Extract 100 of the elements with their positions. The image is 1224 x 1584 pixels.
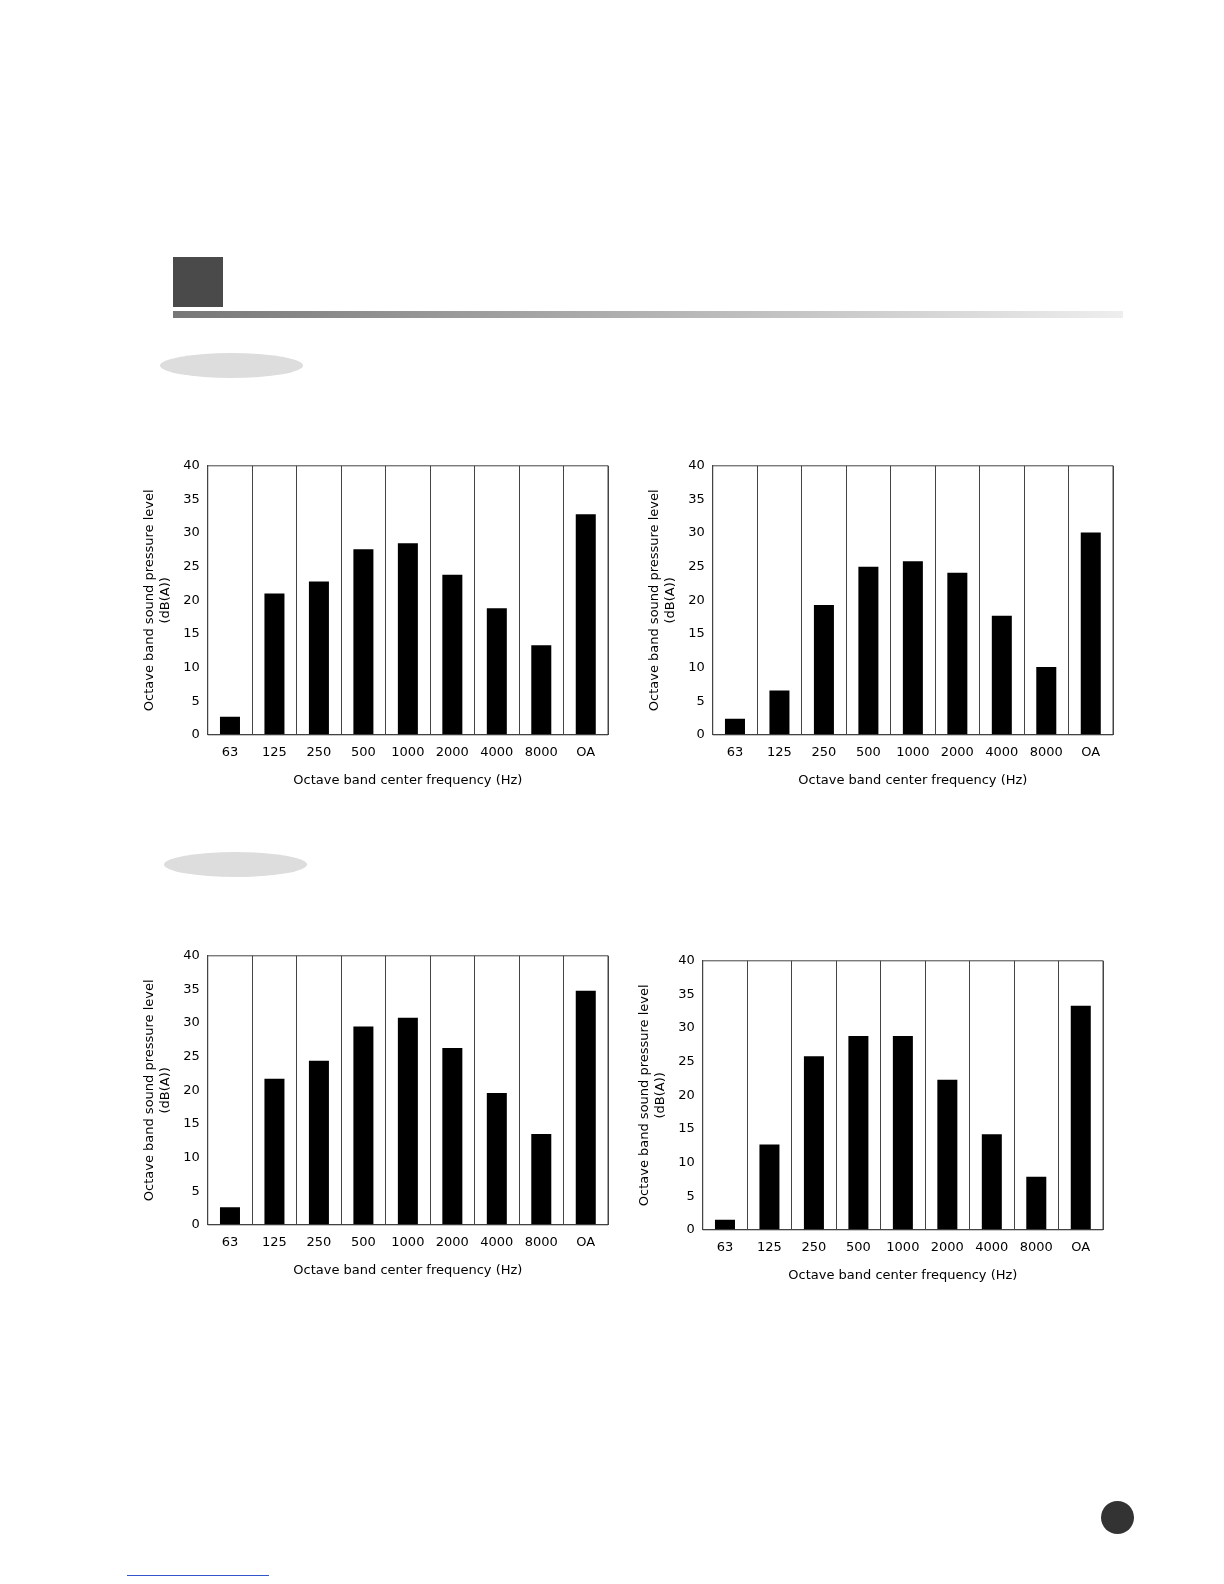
bar <box>308 581 329 735</box>
y-tick-label: 5 <box>191 1182 200 1198</box>
y-tick-label: 5 <box>696 692 705 708</box>
bar <box>759 1144 780 1230</box>
y-axis-title: Octave band sound pressure level (dB(A)) <box>646 489 677 712</box>
bar <box>531 645 552 735</box>
y-tick-label: 40 <box>678 952 695 968</box>
bar <box>575 990 596 1225</box>
y-tick-label: 15 <box>183 625 200 641</box>
x-tick-label: 250 <box>801 1238 827 1254</box>
x-tick-label: 125 <box>757 1238 782 1254</box>
y-tick-label: 5 <box>686 1187 695 1203</box>
bar <box>442 574 463 735</box>
bar <box>397 1017 418 1225</box>
y-axis-title: Octave band sound pressure level (dB(A)) <box>141 979 172 1202</box>
y-tick-label: 0 <box>191 1216 200 1232</box>
y-tick-label: 20 <box>183 591 200 607</box>
y-tick-label: 15 <box>688 625 705 641</box>
x-axis-title: Octave band center frequency (Hz) <box>798 771 1028 787</box>
x-tick-label: 1000 <box>391 1233 425 1249</box>
x-tick-label: 8000 <box>524 1233 558 1249</box>
bar <box>353 549 374 735</box>
bar <box>902 561 923 735</box>
x-tick-label: 125 <box>262 1233 287 1249</box>
y-tick-label: 0 <box>191 726 200 742</box>
x-tick-label: OA <box>576 1233 596 1249</box>
bar <box>531 1134 552 1225</box>
x-tick-label: 4000 <box>480 1233 514 1249</box>
y-tick-label: 5 <box>191 692 200 708</box>
bar <box>937 1079 958 1230</box>
y-axis-title: Octave band sound pressure level (dB(A)) <box>141 489 172 712</box>
bar <box>353 1026 374 1225</box>
x-tick-label: OA <box>576 743 596 759</box>
y-tick-label: 20 <box>688 591 705 607</box>
y-tick-label: 30 <box>183 524 200 540</box>
y-tick-label: 35 <box>183 980 200 996</box>
y-tick-label: 30 <box>183 1014 200 1030</box>
y-tick-label: 20 <box>183 1081 200 1097</box>
bar <box>769 690 790 735</box>
x-tick-label: 63 <box>726 743 744 759</box>
bar <box>264 1078 285 1225</box>
y-tick-label: 30 <box>688 524 705 540</box>
x-tick-label: 8000 <box>524 743 558 759</box>
y-tick-label: 10 <box>688 658 705 674</box>
x-tick-label: 125 <box>767 743 792 759</box>
x-tick-label: OA <box>1081 743 1101 759</box>
x-tick-label: 2000 <box>930 1238 964 1254</box>
bar <box>892 1036 913 1230</box>
y-tick-label: 30 <box>678 1019 695 1035</box>
x-axis-title: Octave band center frequency (Hz) <box>293 1261 523 1277</box>
x-tick-label: 2000 <box>435 743 469 759</box>
x-tick-label: 250 <box>306 743 332 759</box>
bar <box>397 543 418 735</box>
y-tick-label: 25 <box>183 1048 200 1064</box>
x-tick-label: 500 <box>855 743 881 759</box>
y-tick-label: 25 <box>183 558 200 574</box>
y-tick-label: 40 <box>183 947 200 963</box>
bar <box>1070 1005 1091 1230</box>
bar <box>858 566 879 735</box>
x-tick-label: OA <box>1071 1238 1091 1254</box>
y-tick-label: 10 <box>183 658 200 674</box>
x-axis-title: Octave band center frequency (Hz) <box>788 1266 1018 1282</box>
y-tick-label: 35 <box>678 985 695 1001</box>
y-tick-label: 25 <box>688 558 705 574</box>
y-tick-label: 0 <box>686 1221 695 1237</box>
x-tick-label: 63 <box>716 1238 734 1254</box>
bar <box>981 1134 1002 1230</box>
x-tick-label: 4000 <box>985 743 1019 759</box>
bar <box>486 608 507 735</box>
x-tick-label: 8000 <box>1019 1238 1053 1254</box>
x-tick-label: 4000 <box>975 1238 1009 1254</box>
y-tick-label: 15 <box>183 1115 200 1131</box>
y-tick-label: 20 <box>678 1086 695 1102</box>
bar <box>1026 1176 1047 1230</box>
x-tick-label: 500 <box>350 743 376 759</box>
x-tick-label: 500 <box>845 1238 871 1254</box>
bar <box>219 716 240 735</box>
y-tick-label: 10 <box>183 1148 200 1164</box>
y-tick-label: 35 <box>183 490 200 506</box>
y-tick-label: 40 <box>183 457 200 473</box>
x-tick-label: 1000 <box>886 1238 920 1254</box>
bar <box>308 1060 329 1225</box>
x-tick-label: 4000 <box>480 743 514 759</box>
x-axis-title: Octave band center frequency (Hz) <box>293 771 523 787</box>
y-tick-label: 25 <box>678 1053 695 1069</box>
bar <box>486 1092 507 1225</box>
x-tick-label: 8000 <box>1029 743 1063 759</box>
bar <box>1080 532 1101 735</box>
y-tick-label: 35 <box>688 490 705 506</box>
x-tick-label: 1000 <box>391 743 425 759</box>
x-tick-label: 500 <box>350 1233 376 1249</box>
bar <box>442 1047 463 1225</box>
y-tick-label: 40 <box>688 457 705 473</box>
x-tick-label: 2000 <box>940 743 974 759</box>
bar <box>947 572 968 735</box>
x-tick-label: 63 <box>221 1233 239 1249</box>
bar <box>848 1036 869 1230</box>
y-tick-label: 15 <box>678 1120 695 1136</box>
bar <box>803 1056 824 1230</box>
bar <box>575 514 596 735</box>
